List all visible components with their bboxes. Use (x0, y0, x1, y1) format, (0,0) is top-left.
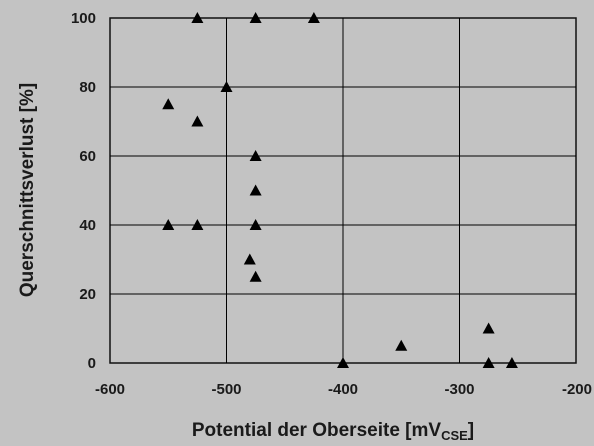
x-axis-ticks: -600 -500 -400 -300 -200 (95, 381, 592, 398)
x-tick-label: -300 (444, 381, 474, 398)
x-tick-label: -500 (211, 381, 241, 398)
data-points (162, 12, 518, 368)
triangle-point (220, 81, 233, 92)
x-axis-title-suffix: ] (468, 420, 474, 441)
x-axis-title: Potential der Oberseite [mVCSE] (192, 420, 474, 443)
y-tick-label: 40 (79, 217, 96, 234)
y-tick-label: 0 (88, 355, 96, 372)
triangle-point (249, 219, 262, 230)
x-tick-label: -200 (562, 381, 592, 398)
triangle-point (337, 357, 349, 368)
triangle-point (162, 98, 175, 110)
triangle-point (482, 322, 495, 334)
triangle-point (249, 150, 262, 161)
triangle-point (162, 219, 175, 230)
triangle-point (243, 253, 256, 265)
x-tick-label: -400 (328, 381, 358, 398)
y-tick-label: 80 (79, 79, 96, 96)
y-tick-label: 20 (79, 286, 96, 303)
y-axis-ticks: 0 20 40 60 80 100 (71, 10, 96, 372)
triangle-point (249, 12, 262, 23)
x-tick-label: -600 (95, 381, 125, 398)
triangle-point (191, 219, 204, 230)
triangle-point (249, 184, 262, 196)
triangle-point (191, 12, 204, 23)
x-axis-title-subscript: CSE (441, 428, 468, 443)
triangle-point (505, 357, 518, 368)
y-axis-title: Querschnittsverlust [%] (17, 83, 38, 297)
triangle-point (482, 357, 495, 368)
y-tick-label: 100 (71, 10, 96, 27)
triangle-point (191, 115, 204, 127)
x-axis-title-main: Potential der Oberseite [mV (192, 420, 442, 441)
triangle-point (249, 270, 262, 282)
y-tick-label: 60 (79, 148, 96, 165)
grid-lines (110, 18, 576, 363)
triangle-point (307, 12, 320, 23)
triangle-point (395, 339, 408, 351)
